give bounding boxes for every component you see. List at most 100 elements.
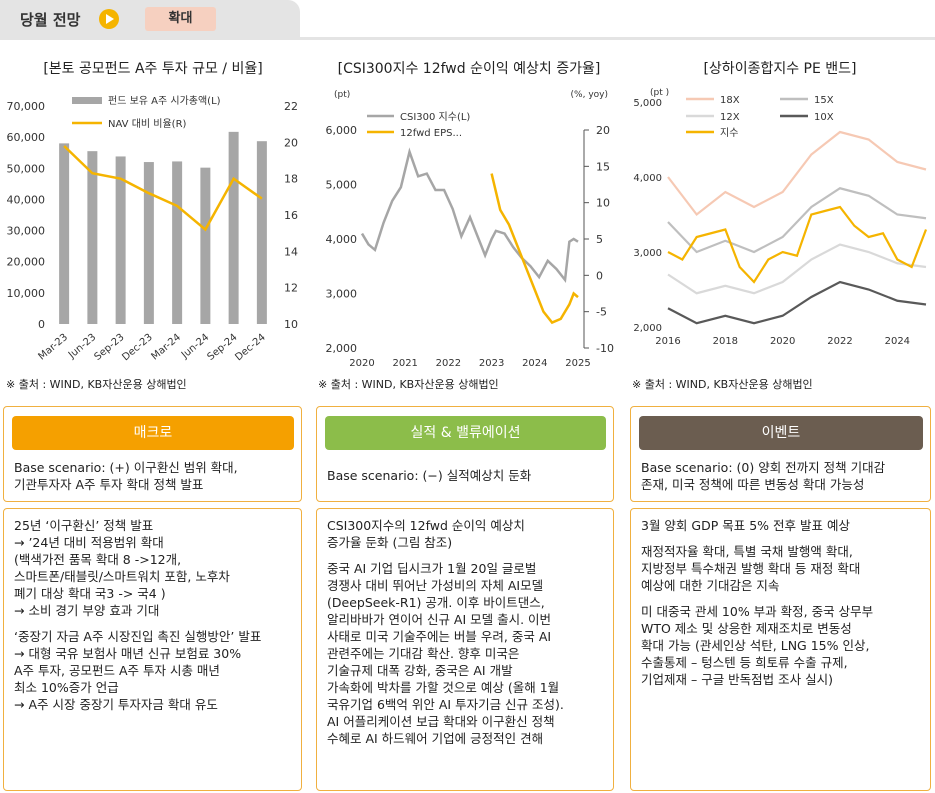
x-tick-label: 2024 <box>885 336 910 347</box>
y2-tick-label: 20 <box>596 124 610 137</box>
detail-paragraph: 재정적자율 확대, 특별 국채 발행액 확대, 지방정부 특수채권 발행 확대 등… <box>641 543 922 594</box>
section-pill: 매크로 <box>12 416 294 450</box>
right-chart-source: ※ 출처 : WIND, KB자산운용 상해법인 <box>632 378 813 391</box>
detail-line: 미 대중국 관세 10% 부과 확정, 중국 상무부 <box>641 604 874 619</box>
y-tick-label: 2,000 <box>326 342 358 355</box>
detail-paragraph: CSI300지수의 12fwd 순이익 예상치 증가율 둔화 (그림 참조) <box>327 517 605 551</box>
series-line <box>667 130 927 217</box>
section-pill: 이벤트 <box>639 416 923 450</box>
detail-text: 25년 ‘이구환신’ 정책 발표 → ’24년 대비 적용범위 확대 (백색가전 품… <box>14 517 293 722</box>
detail-line: 사태로 미국 기술주에는 버블 우려, 중국 AI <box>327 629 552 644</box>
fund-allocation-chart: 70,000 60,000 50,000 40,000 30,000 20,000 10,0… <box>7 95 299 363</box>
x-tick-label: 2020 <box>770 336 795 347</box>
y-tick-label: 5,000 <box>633 98 662 109</box>
detail-paragraph: 중국 AI 기업 딥시크가 1월 20일 글로벌 경쟁사 대비 뛰어난 가성비의 … <box>327 560 605 747</box>
detail-line: 재정적자율 확대, 특별 국채 발행액 확대, <box>641 544 853 559</box>
scenario-line: Base scenario: (−) 실적예상치 둔화 <box>327 468 532 483</box>
y2-unit-label: (%, yoy) <box>571 90 608 100</box>
legend-label: NAV 대비 비율(R) <box>108 118 187 130</box>
x-tick-label: 2023 <box>479 358 504 369</box>
detail-line: AI 어플리케이션 보급 확대와 이구환신 정책 <box>327 714 555 729</box>
detail-paragraph: 25년 ‘이구환신’ 정책 발표 → ’24년 대비 적용범위 확대 (백색가전 품… <box>14 517 293 619</box>
bar <box>256 141 267 324</box>
detail-paragraph: 3월 양회 GDP 목표 5% 전후 발표 예상 <box>641 517 922 534</box>
y-tick-label: 60,000 <box>7 131 46 144</box>
detail-line: 수혜로 AI 하드웨어 기업에 긍정적인 견해 <box>327 731 544 746</box>
y-tick-label: 4,000 <box>326 233 358 246</box>
detail-line: (백색가전 품목 확대 8 ->12개, <box>14 552 182 567</box>
y2-tick-label: 10 <box>284 318 298 331</box>
section-pill: 실적 & 밸류에이션 <box>325 416 606 450</box>
csi300-eps-chart: (pt) (%, yoy) 6,000 5,000 4,000 3,000 2,000 20 1… <box>326 90 614 369</box>
x-tick-label: Sep-23 <box>93 332 127 363</box>
detail-line: → A주 시장 중장기 투자자금 확대 유도 <box>14 697 218 712</box>
legend-label: 지수 <box>720 127 738 139</box>
x-tick-label: 2024 <box>522 358 547 369</box>
detail-line: WTO 제소 및 상응한 제재조치로 변동성 <box>641 621 852 636</box>
detail-line: → 소비 경기 부양 효과 기대 <box>14 603 160 618</box>
detail-line: A주 투자, 공모펀드 A주 투자 시총 매년 <box>14 663 220 678</box>
x-tick-label: Dec-24 <box>233 332 267 363</box>
scenario-line: 기관투자자 A주 투자 확대 정책 발표 <box>14 477 204 492</box>
series-line <box>667 280 927 325</box>
base-scenario-text: Base scenario: (0) 양회 전까지 정책 기대감 존재, 미국 정… <box>641 459 922 493</box>
x-tick-label: 2020 <box>349 358 374 369</box>
bar <box>59 143 70 324</box>
y-tick-label: 10,000 <box>7 287 46 300</box>
y-unit-label: (pt) <box>334 90 350 100</box>
bar <box>228 131 239 324</box>
detail-line: ‘중장기 자금 A주 시장진입 촉진 실행방안’ 발표 <box>14 629 262 644</box>
detail-paragraph: ‘중장기 자금 A주 시장진입 촉진 실행방안’ 발표 → 대형 국유 보험사 매… <box>14 628 293 713</box>
legend-label: 펀드 보유 A주 시가총액(L) <box>108 95 221 107</box>
detail-line: 25년 ‘이구환신’ 정책 발표 <box>14 518 154 533</box>
header-divider <box>0 37 935 40</box>
scenario-card: 매크로 Base scenario: (+) 이구환신 범위 확대, 기관투자자 A… <box>3 406 302 502</box>
detail-line: → 대형 국유 보험사 매년 신규 보험료 30% <box>14 646 242 661</box>
x-tick-label: 2022 <box>436 358 461 369</box>
detail-line: 확대 가능 (관세인상 석탄, LNG 15% 인상, <box>641 638 870 653</box>
scenario-card: 이벤트 Base scenario: (0) 양회 전까지 정책 기대감 존재, 미… <box>630 406 931 502</box>
bar <box>143 162 154 324</box>
detail-line: 가속화에 박차를 가할 것으로 예상 (올해 1월 <box>327 680 560 695</box>
y-tick-label: 3,000 <box>633 248 662 259</box>
detail-line: 3월 양회 GDP 목표 5% 전후 발표 예상 <box>641 518 850 533</box>
legend-label: 12X <box>720 112 740 123</box>
left-chart-source: ※ 출처 : WIND, KB자산운용 상해법인 <box>6 378 187 391</box>
x-tick-label: Sep-24 <box>206 332 240 363</box>
y2-tick-label: 0 <box>596 269 603 282</box>
detail-line: 국유기업 6백억 위안 AI 투자기금 신규 조성). <box>327 697 564 712</box>
detail-line: 최소 10%증가 언급 <box>14 680 119 695</box>
mid-chart-source: ※ 출처 : WIND, KB자산운용 상해법인 <box>318 378 499 391</box>
y-tick-label: 0 <box>38 318 45 331</box>
play-icon[interactable] <box>99 9 119 29</box>
detail-line: 기업제재 – 구글 반독점법 조사 실시) <box>641 672 833 687</box>
legend-label: 18X <box>720 95 740 106</box>
bar <box>115 156 126 324</box>
y-tick-label: 4,000 <box>633 173 662 184</box>
left-chart-title: [본토 공모펀드 A주 투자 규모 / 비율] <box>43 61 263 77</box>
base-scenario-text: Base scenario: (−) 실적예상치 둔화 <box>327 467 605 484</box>
legend-label: 15X <box>814 95 834 106</box>
series-line <box>360 147 579 284</box>
detail-card: 25년 ‘이구환신’ 정책 발표 → ’24년 대비 적용범위 확대 (백색가전 품… <box>3 508 302 791</box>
detail-line: (DeepSeek-R1) 공개. 이후 바이트댄스, <box>327 595 545 610</box>
mid-chart-title: [CSI300지수 12fwd 순이익 예상치 증가율] <box>337 61 601 77</box>
detail-paragraph: 미 대중국 관세 10% 부과 확정, 중국 상무부 WTO 제소 및 상응한 제… <box>641 603 922 688</box>
x-tick-label: 2016 <box>655 336 680 347</box>
page-title: 당월 전망 <box>20 11 81 29</box>
series-line <box>667 205 928 284</box>
y-tick-label: 6,000 <box>326 124 358 137</box>
y2-tick-label: -5 <box>596 306 607 319</box>
legend-label: CSI300 지수(L) <box>400 111 470 123</box>
detail-line: 지방정부 특수채권 발행 확대 등 재정 확대 <box>641 561 861 576</box>
right-chart-title: [상하이종합지수 PE 밴드] <box>703 61 857 77</box>
y2-tick-label: 12 <box>284 282 298 295</box>
y2-tick-label: 20 <box>284 136 298 149</box>
y2-tick-label: 22 <box>284 100 298 113</box>
scenario-line: Base scenario: (+) 이구환신 범위 확대, <box>14 460 238 475</box>
y-tick-label: 2,000 <box>633 323 662 334</box>
series-line <box>667 243 927 295</box>
x-tick-label: Mar-24 <box>150 332 184 363</box>
